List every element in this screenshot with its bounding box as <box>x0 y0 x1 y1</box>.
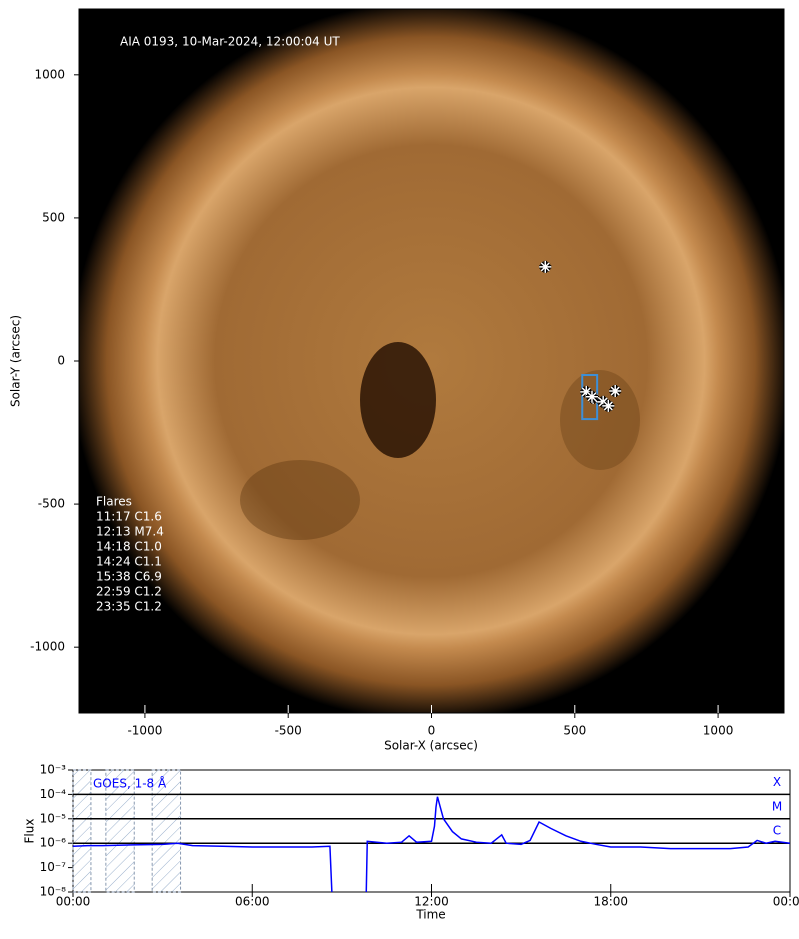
flare-marker <box>602 399 615 412</box>
shaded-interval <box>151 769 182 893</box>
x-tick-label: -1000 <box>127 724 162 738</box>
y-tick-label: 10⁻⁴ <box>40 787 67 801</box>
x-tick-label: -500 <box>275 724 302 738</box>
shaded-interval <box>72 769 92 893</box>
shaded-interval <box>105 769 135 893</box>
annotation-item: 22:59 C1.2 <box>96 585 162 599</box>
x-axis-label: Time <box>415 908 445 922</box>
x-tick-label: 0 <box>428 724 436 738</box>
flare-marker <box>585 390 598 403</box>
y-axis-label: Solar-Y (arcsec) <box>9 315 23 407</box>
flare-marker <box>609 385 622 398</box>
x-tick-label: 500 <box>563 724 586 738</box>
coronal-hole <box>360 342 436 458</box>
y-tick-label: 10⁻⁷ <box>40 860 67 874</box>
x-tick-label: 18:00 <box>593 895 628 909</box>
x-tick-label: 12:00 <box>414 895 449 909</box>
flux-line <box>73 796 790 892</box>
y-tick-label: -1000 <box>30 640 65 654</box>
y-tick-label: 10⁻⁵ <box>40 811 67 825</box>
markers <box>539 260 622 421</box>
annotation-title: Flares <box>96 495 132 509</box>
x-tick-label: 00:00 <box>56 895 91 909</box>
x-tick-label: 00:00 <box>773 895 799 909</box>
annotation-item: 23:35 C1.2 <box>96 600 162 614</box>
annotation-item: 14:24 C1.1 <box>96 555 162 569</box>
flare-marker <box>539 260 552 273</box>
solar-image <box>79 9 784 713</box>
y-tick-label: 10⁻⁸ <box>40 885 67 899</box>
y-tick-label: 10⁻⁶ <box>40 836 67 850</box>
plot-frame <box>72 769 791 893</box>
x-tick-label: 06:00 <box>235 895 270 909</box>
y-tick-label: 10⁻³ <box>40 763 67 777</box>
flare-marker <box>580 385 593 398</box>
annotation-item: 15:38 C6.9 <box>96 570 162 584</box>
corona <box>79 9 784 713</box>
x-tick-label: 1000 <box>703 724 734 738</box>
legend-label: GOES, 1-8 Å <box>93 776 167 791</box>
level-label: C <box>773 824 781 838</box>
dark-region <box>560 370 640 470</box>
y-tick-label: 0 <box>57 354 65 368</box>
y-tick-label: 500 <box>42 210 65 224</box>
image-title: AIA 0193, 10-Mar-2024, 12:00:04 UT <box>120 35 340 49</box>
annotation-item: 11:17 C1.6 <box>96 510 162 524</box>
lines <box>73 796 790 892</box>
level-label: M <box>772 799 782 813</box>
level-label: X <box>773 775 781 789</box>
y-tick-label: -500 <box>38 497 65 511</box>
flare-marker <box>597 395 610 408</box>
annotation-item: 12:13 M7.4 <box>96 525 164 539</box>
y-tick-label: 1000 <box>34 67 65 81</box>
dark-region <box>240 460 360 540</box>
y-axis-label: Flux <box>23 819 37 844</box>
x-axis-label: Solar-X (arcsec) <box>384 739 478 753</box>
annotation-item: 14:18 C1.0 <box>96 540 162 554</box>
